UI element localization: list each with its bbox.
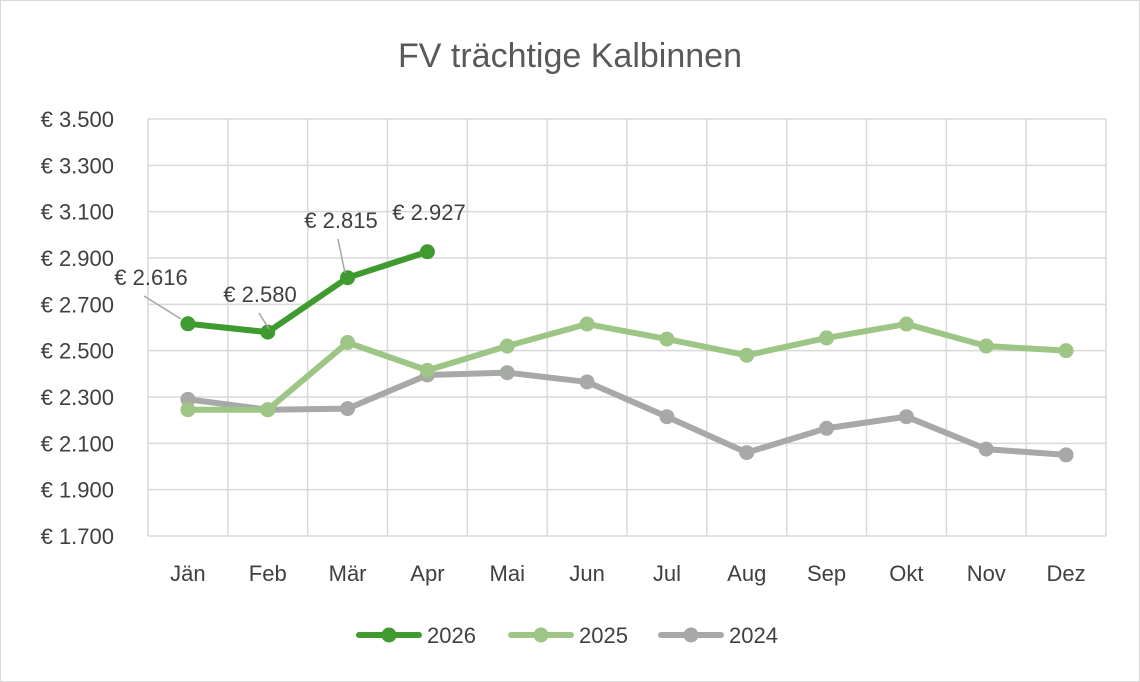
series-line-2025: [184, 321, 1070, 413]
series-2025: [180, 316, 1074, 418]
data-point-2024: [180, 391, 196, 407]
data-point-2025: [419, 362, 435, 378]
y-tick-label: € 3.500: [41, 107, 114, 132]
y-tick-label: € 3.300: [41, 153, 114, 178]
data-point-2026: [260, 324, 276, 340]
data-label: € 2.580: [223, 282, 296, 307]
legend-label: 2025: [579, 623, 628, 648]
legend-marker: [533, 627, 549, 643]
x-tick-label: Okt: [889, 561, 923, 586]
y-tick-label: € 3.100: [41, 200, 114, 225]
data-point-2025: [819, 330, 835, 346]
data-point-2024: [340, 401, 356, 417]
y-tick-label: € 2.100: [41, 431, 114, 456]
legend-label: 2024: [729, 623, 778, 648]
series-group: [180, 244, 1074, 463]
legend-marker: [683, 627, 699, 643]
legend-item-2025: 2025: [508, 623, 628, 648]
gridlines: [147, 118, 1107, 537]
legend-label: 2026: [427, 623, 476, 648]
data-point-2025: [898, 316, 914, 332]
y-tick-label: € 1.900: [41, 478, 114, 503]
x-tick-label: Nov: [967, 561, 1006, 586]
data-point-2025: [1058, 343, 1074, 359]
data-label-leader: [258, 312, 270, 330]
legend-marker: [381, 627, 397, 643]
x-tick-label: Jän: [170, 561, 205, 586]
data-point-2024: [659, 409, 675, 425]
series-2026: [180, 244, 435, 340]
y-tick-label: € 2.500: [41, 339, 114, 364]
series-line-2024: [184, 369, 1070, 458]
data-label: € 2.815: [304, 208, 377, 233]
data-point-2025: [180, 402, 196, 418]
data-point-2025: [260, 402, 276, 418]
x-tick-label: Apr: [410, 561, 444, 586]
x-tick-label: Sep: [807, 561, 846, 586]
x-tick-label: Mai: [490, 561, 525, 586]
legend-item-2024: 2024: [658, 623, 778, 648]
data-labels: € 2.616 € 2.580 € 2.815 € 2.927: [114, 200, 466, 330]
chart-title: FV trächtige Kalbinnen: [398, 37, 742, 75]
x-tick-label: Feb: [249, 561, 287, 586]
x-axis-ticks: Jän Feb Mär Apr Mai Jun Jul Aug Sep Okt Nov Dez: [170, 561, 1085, 586]
x-tick-label: Aug: [727, 561, 766, 586]
data-point-2025: [499, 338, 515, 354]
data-label-leader: [337, 238, 346, 274]
data-point-2024: [579, 374, 595, 390]
data-point-2024: [739, 445, 755, 461]
series-2024: [180, 365, 1074, 463]
data-point-2026: [419, 244, 435, 260]
data-point-2025: [978, 338, 994, 354]
data-point-2025: [659, 331, 675, 347]
y-tick-label: € 2.900: [41, 246, 114, 271]
data-label-leader: [143, 295, 182, 320]
data-point-2025: [579, 316, 595, 332]
legend: 2026 2025 2024: [356, 623, 778, 648]
x-tick-label: Jul: [653, 561, 681, 586]
data-point-2024: [499, 365, 515, 381]
data-point-2026: [180, 316, 196, 332]
data-point-2025: [739, 347, 755, 363]
data-point-2025: [340, 335, 356, 351]
x-tick-label: Mär: [329, 561, 367, 586]
y-axis-ticks: € 1.700 € 1.900 € 2.100 € 2.300 € 2.500 € 2.7…: [41, 107, 114, 549]
data-point-2024: [898, 409, 914, 425]
data-point-2024: [978, 441, 994, 457]
data-point-2024: [819, 420, 835, 436]
series-line-2026: [184, 248, 431, 336]
legend-item-2026: 2026: [356, 623, 476, 648]
y-tick-label: € 2.300: [41, 385, 114, 410]
x-tick-label: Jun: [569, 561, 604, 586]
y-tick-label: € 2.700: [41, 292, 114, 317]
y-tick-label: € 1.700: [41, 524, 114, 549]
data-label: € 2.927: [392, 200, 465, 225]
data-point-2024: [1058, 447, 1074, 463]
x-tick-label: Dez: [1047, 561, 1086, 586]
data-label: € 2.616: [114, 265, 187, 290]
data-point-2026: [340, 270, 356, 286]
